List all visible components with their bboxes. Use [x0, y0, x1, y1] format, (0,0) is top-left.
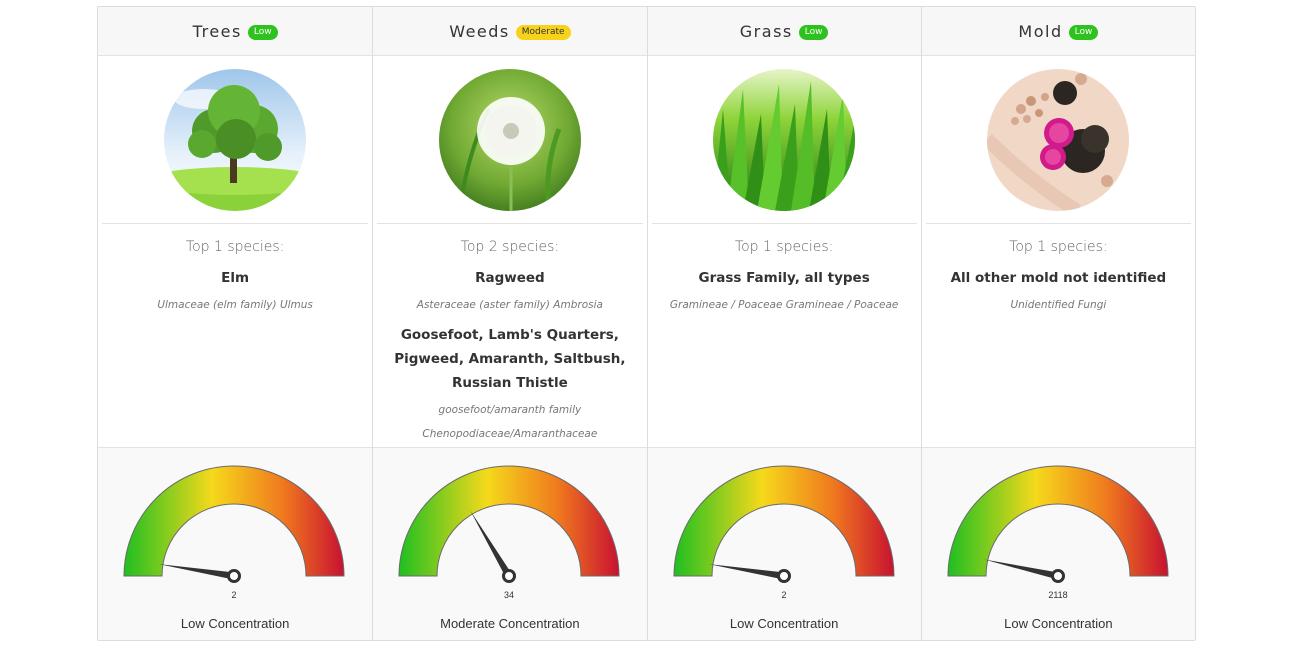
column-weeds: Weeds Moderate: [372, 7, 647, 640]
gauge-needle: [158, 564, 235, 580]
concentration-label: Low Concentration: [180, 616, 290, 631]
level-badge: Low: [247, 25, 278, 40]
gauge-cell: 34 Moderate Concentration: [373, 447, 647, 640]
top-species-label: Top 1 species:: [1009, 239, 1108, 255]
species-latin-name: Unidentified Fungi: [1010, 299, 1107, 311]
gauge-value-label: 2: [781, 590, 786, 600]
column-trees: Trees Low: [98, 7, 373, 640]
species-latin-name: Gramineae / Poaceae Gramineae / Poaceae: [669, 299, 899, 311]
column-grass: Grass Low: [646, 7, 921, 640]
concentration-gauge: 2118: [947, 465, 1169, 600]
species-section: Top 1 species: Grass Family, all types G…: [648, 224, 921, 447]
species-name: Goosefoot, Lamb's Quarters, Pigweed, Ama…: [394, 327, 626, 391]
species-section: Top 1 species: All other mold not identi…: [922, 224, 1195, 447]
tree-icon: [164, 68, 307, 211]
top-species-label: Top 1 species:: [185, 239, 285, 255]
dandelion-icon: [438, 68, 581, 211]
gauge-needle: [470, 510, 513, 578]
species-name: All other mold not identified: [950, 270, 1167, 286]
species-section: Top 1 species: Elm Ulmaceae (elm family)…: [98, 224, 372, 447]
gauge-arc: [672, 465, 895, 577]
species-latin-name: Asteraceae (aster family) Ambrosia: [416, 299, 603, 311]
gauge-pivot: [227, 569, 241, 583]
species-latin-name: goosefoot/amaranth family Chenopodiaceae…: [422, 404, 598, 440]
level-badge: Moderate: [515, 25, 571, 40]
column-header: Mold Low: [921, 7, 1195, 56]
species-name: Elm: [221, 270, 250, 286]
column-title: Weeds: [449, 21, 510, 41]
gauge-arc: [123, 465, 345, 577]
column-title: Trees: [192, 21, 242, 41]
grass-icon: [713, 68, 856, 211]
gauge-value-label: 34: [504, 590, 514, 600]
concentration-label: Low Concentration: [1004, 616, 1113, 631]
gauge-needle: [708, 564, 785, 580]
top-species-label: Top 1 species:: [734, 239, 834, 255]
gauge-pivot: [1050, 569, 1065, 583]
concentration-gauge: 2: [672, 465, 895, 600]
gauge-arc: [947, 465, 1169, 577]
top-species-label: Top 2 species:: [460, 239, 560, 255]
gauge-pivot: [502, 569, 517, 583]
pollen-forecast-table: Trees Low: [97, 6, 1196, 641]
gauge-arc: [398, 465, 620, 577]
species-name: Grass Family, all types: [698, 270, 870, 286]
level-badge: Low: [798, 25, 829, 40]
column-header: Grass Low: [647, 7, 921, 56]
gauge-value-label: 2118: [1048, 590, 1067, 600]
species-name: Ragweed: [475, 270, 545, 286]
mold-spores-icon: [987, 68, 1130, 211]
gauge-pivot: [776, 569, 791, 583]
species-latin-name: Ulmaceae (elm family) Ulmus: [157, 299, 313, 311]
concentration-label: Moderate Concentration: [440, 616, 580, 631]
concentration-label: Low Concentration: [729, 616, 839, 631]
gauge-value-label: 2: [231, 590, 236, 600]
column-header: Weeds Moderate: [373, 7, 647, 56]
gauge-cell: 2 Low Concentration: [647, 447, 921, 640]
gauge-needle: [983, 559, 1059, 580]
column-mold: Mold Low: [920, 7, 1195, 640]
gauge-cell: 2118 Low Concentration: [921, 447, 1195, 640]
column-header: Trees Low: [98, 7, 373, 56]
concentration-gauge: 2: [123, 465, 345, 600]
level-badge: Low: [1068, 25, 1099, 40]
gauge-cell: 2 Low Concentration: [98, 447, 373, 640]
concentration-gauge: 34: [398, 465, 620, 600]
column-title: Mold: [1018, 21, 1063, 41]
column-title: Grass: [739, 21, 793, 41]
species-section: Top 2 species: Ragweed Asteraceae (aster…: [373, 224, 646, 447]
